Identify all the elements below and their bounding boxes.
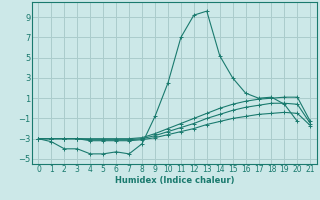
X-axis label: Humidex (Indice chaleur): Humidex (Indice chaleur) xyxy=(115,176,234,185)
